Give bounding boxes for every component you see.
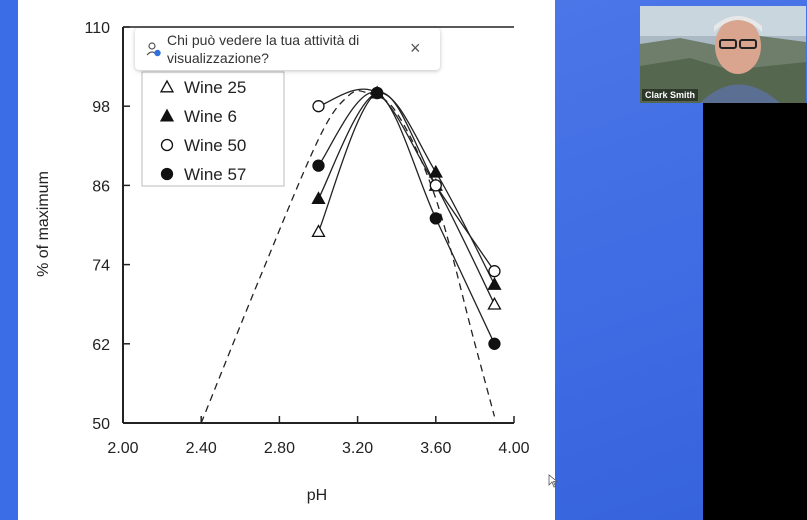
chart-markers [311,85,502,350]
empty-video-area [703,103,807,520]
data-point [311,224,326,238]
data-point [429,212,442,225]
chart-legend: Wine 25 Wine 6 Wine 50 Wine 57 [141,71,285,187]
mouse-cursor-icon [548,474,558,488]
y-tick-label: 62 [92,337,110,354]
legend-marker [159,108,175,122]
popup-message: Chi può vedere la tua attività di visual… [167,32,360,66]
y-tick-label: 50 [92,416,110,433]
x-tick-label: 3.20 [342,440,373,457]
chart-curves [200,88,496,424]
legend-label: Wine 6 [184,107,237,126]
y-tick-label: 110 [84,20,110,37]
y-tick-label: 98 [92,99,110,116]
x-tick-label: 2.00 [107,440,138,457]
participant-video-tile[interactable]: Clark Smith [640,6,806,103]
data-point [312,100,325,113]
series-line [318,88,495,272]
x-tick-label: 2.40 [186,440,217,457]
dashed-reference-curve [200,90,496,424]
y-tick-label: 86 [92,178,110,195]
visibility-popup[interactable]: Chi può vedere la tua attività di visual… [135,28,440,70]
x-tick-label: 2.80 [264,440,295,457]
chart-tick-labels: 2.00 2.40 2.80 3.20 3.60 4.00 50 62 74 86 98 110 [84,20,529,457]
close-icon[interactable]: × [410,38,421,58]
series-line [317,91,496,345]
x-tick-label: 3.60 [420,440,451,457]
legend-label: Wine 25 [184,78,246,97]
data-point [429,179,442,192]
y-tick-label: 74 [92,258,110,275]
left-blue-strip [0,0,18,520]
legend-marker [159,79,175,93]
legend-marker [160,138,174,152]
legend-marker [160,167,174,181]
data-point [370,86,384,100]
data-point [488,265,501,278]
legend-label: Wine 57 [184,165,246,184]
data-point [312,159,325,172]
shared-slide [18,0,555,520]
data-point [311,191,326,205]
series-line [317,91,496,305]
legend-label: Wine 50 [184,136,246,155]
data-point [487,296,502,310]
chart-axes [122,26,515,424]
y-axis-label: % of maximum [35,171,52,277]
x-tick-label: 4.00 [498,440,529,457]
data-point [488,337,501,350]
data-point [428,164,443,178]
data-point [487,277,502,290]
x-axis-label: pH [307,487,327,504]
participant-name: Clark Smith [642,89,699,101]
participant-avatar [700,16,780,103]
user-visibility-icon [146,42,161,57]
